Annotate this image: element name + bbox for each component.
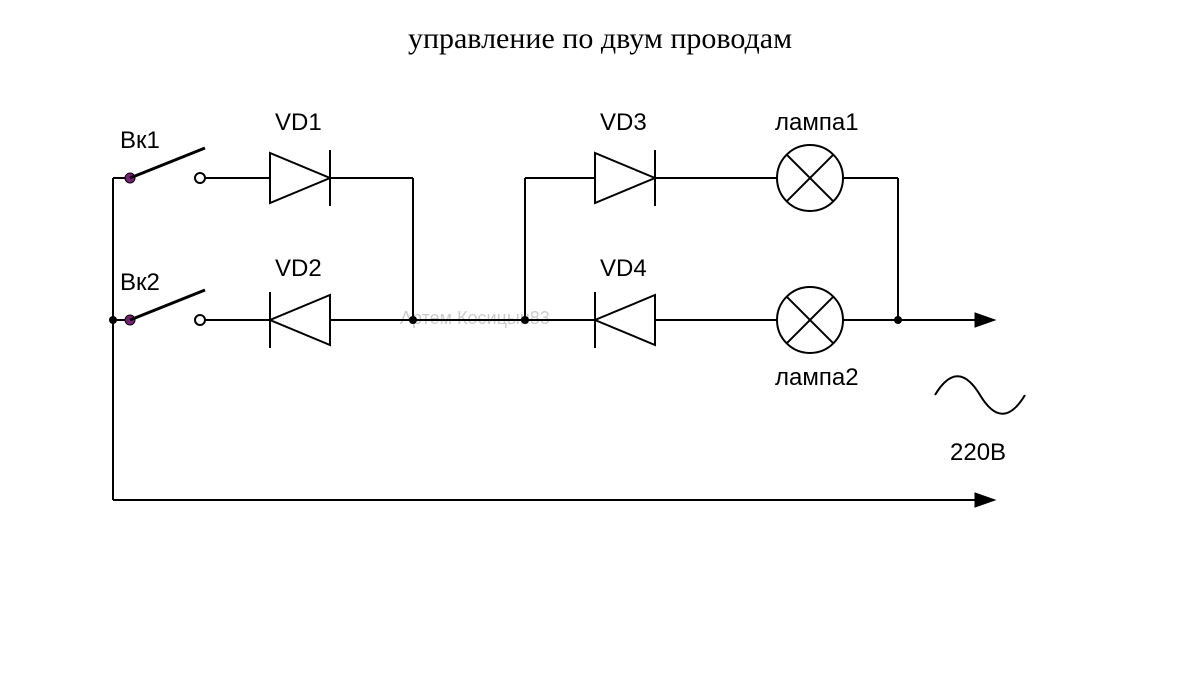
lamp1-label: лампа1 [775,109,859,136]
diagram-title: управление по двум проводам [408,22,792,55]
lamp2-label: лампа2 [775,364,859,391]
switch-vk2: Вк2 [120,269,205,325]
lamp1: лампа1 [775,109,859,211]
diode-vd1: VD1 [270,109,330,206]
switch-vk1: Вк1 [120,127,205,183]
diode-vd3-label: VD3 [600,109,647,136]
diode-vd3: VD3 [595,109,655,206]
diode-vd2: VD2 [270,255,330,348]
voltage-label: 220В [950,439,1006,466]
circuit-diagram: управление по двум проводам Артем Косицы… [0,0,1200,675]
switch-vk1-label: Вк1 [120,127,160,154]
lamp2: лампа2 [775,287,859,391]
diode-vd4-label: VD4 [600,255,647,282]
diode-vd1-label: VD1 [275,109,322,136]
wires [113,178,975,500]
diode-vd2-label: VD2 [275,255,322,282]
switch-vk2-label: Вк2 [120,269,160,296]
ac-source-icon [935,376,1025,414]
diode-vd4: VD4 [595,255,655,348]
